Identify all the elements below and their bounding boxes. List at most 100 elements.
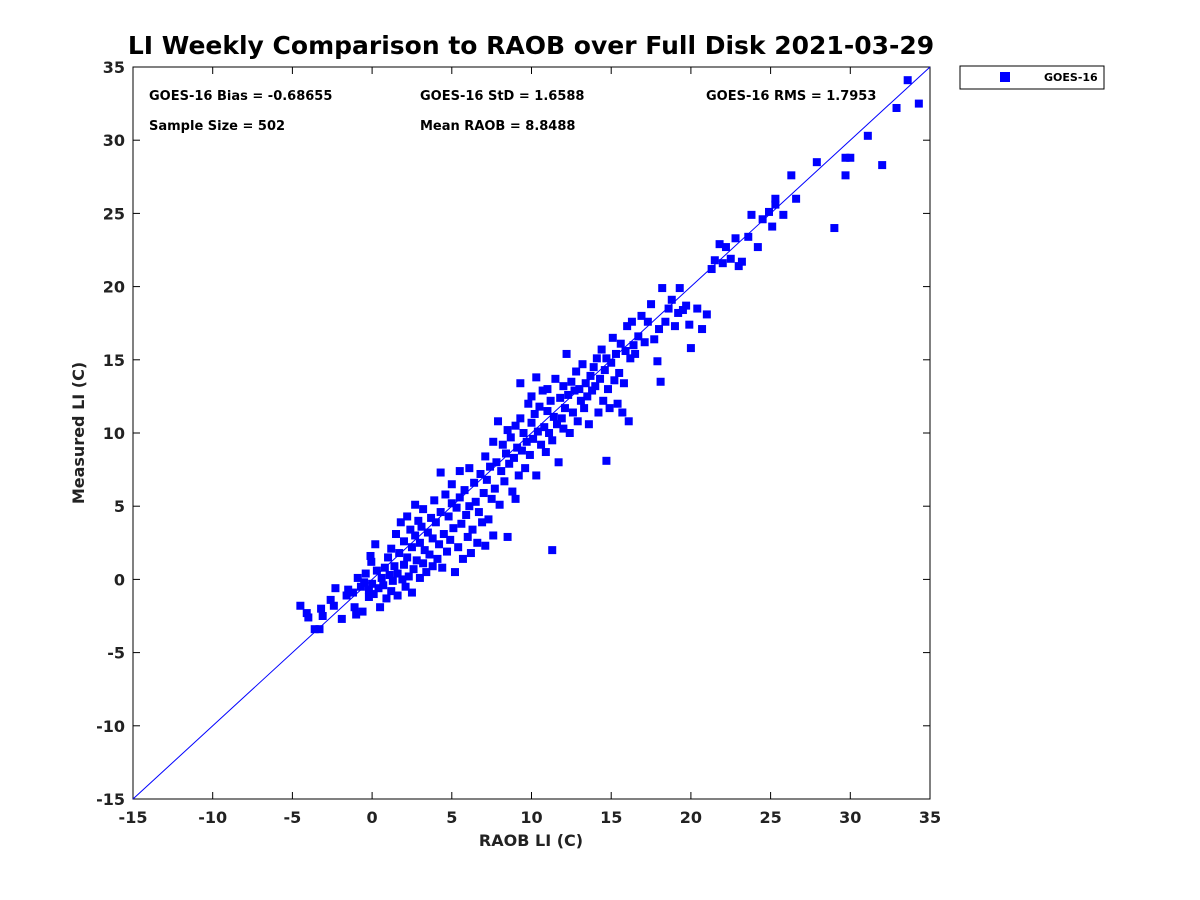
data-point <box>548 436 557 445</box>
data-point <box>607 358 616 367</box>
data-point <box>564 390 573 399</box>
data-point <box>618 408 627 417</box>
data-point <box>428 562 437 571</box>
data-point <box>417 522 426 531</box>
y-tick-label: 10 <box>103 424 125 443</box>
data-point <box>543 407 552 416</box>
data-point <box>438 563 447 572</box>
data-point <box>589 363 598 372</box>
stat-std: GOES-16 StD = 1.6588 <box>420 89 584 104</box>
data-point <box>450 568 459 577</box>
data-point <box>492 458 501 467</box>
data-point <box>535 402 544 411</box>
data-point <box>470 478 479 487</box>
data-point <box>468 525 477 534</box>
data-point <box>367 557 376 566</box>
data-point <box>489 437 498 446</box>
data-point <box>594 408 603 417</box>
data-point <box>304 613 313 622</box>
data-point <box>792 194 801 203</box>
data-point <box>385 571 394 580</box>
data-point <box>435 540 444 549</box>
data-point <box>580 404 589 413</box>
data-point <box>407 588 416 597</box>
data-point <box>497 467 506 476</box>
data-point <box>509 453 518 462</box>
data-point <box>430 496 439 505</box>
data-point <box>350 603 359 612</box>
data-point <box>675 284 684 293</box>
data-point <box>623 322 632 331</box>
data-point <box>358 607 367 616</box>
data-point <box>465 502 474 511</box>
x-tick-label: -10 <box>198 808 227 827</box>
data-point <box>376 603 385 612</box>
data-point <box>693 304 702 313</box>
data-point <box>546 396 555 405</box>
data-point <box>538 386 547 395</box>
data-point <box>540 423 549 432</box>
data-point <box>707 265 716 274</box>
data-point <box>565 429 574 437</box>
data-point <box>296 601 305 610</box>
data-point <box>600 366 609 375</box>
data-point <box>570 386 579 395</box>
data-point <box>481 452 490 461</box>
data-point <box>398 575 407 584</box>
data-point <box>393 591 402 600</box>
stat-bias: GOES-16 Bias = -0.68655 <box>149 89 332 104</box>
data-point <box>543 385 552 394</box>
data-point <box>592 354 601 363</box>
x-axis: -15 -10 -5 0 5 10 15 20 25 30 35 <box>119 67 941 827</box>
data-point <box>487 494 496 503</box>
data-point <box>404 572 413 581</box>
data-point <box>494 417 503 426</box>
data-point <box>541 448 550 457</box>
data-point <box>548 546 557 555</box>
y-tick-label: -15 <box>96 790 125 809</box>
data-point <box>377 573 386 582</box>
data-point <box>626 354 635 363</box>
data-point <box>508 487 517 496</box>
data-point <box>455 467 464 476</box>
data-point <box>726 254 735 263</box>
y-tick-label: 5 <box>114 497 125 516</box>
data-point <box>516 414 525 423</box>
data-point <box>551 374 560 383</box>
data-point <box>655 325 664 334</box>
data-point <box>527 418 536 427</box>
data-point <box>490 484 499 493</box>
data-point <box>387 544 396 553</box>
data-point <box>581 379 590 388</box>
data-point <box>841 171 850 180</box>
y-axis-label: Measured LI (C) <box>69 362 88 504</box>
data-point <box>447 499 456 508</box>
data-point <box>576 396 585 405</box>
data-point <box>369 590 378 599</box>
data-point <box>419 559 428 568</box>
data-point <box>454 543 463 552</box>
data-point <box>465 464 474 473</box>
data-point <box>395 549 404 558</box>
data-point <box>615 368 624 377</box>
y-tick-label: 25 <box>103 204 125 223</box>
data-point <box>423 528 432 537</box>
data-point <box>517 446 526 455</box>
data-point <box>559 424 568 433</box>
data-point <box>352 610 361 619</box>
data-point <box>431 518 440 527</box>
data-point <box>399 560 408 569</box>
data-point <box>393 569 402 578</box>
x-axis-label: RAOB LI (C) <box>479 831 583 850</box>
x-tick-label: 35 <box>919 808 941 827</box>
x-tick-label: 0 <box>367 808 378 827</box>
data-point <box>329 601 338 610</box>
y-tick-label: -5 <box>107 644 125 663</box>
stat-mean-raob: Mean RAOB = 8.8488 <box>420 119 575 134</box>
data-point <box>337 614 346 623</box>
data-point <box>458 554 467 563</box>
data-point <box>685 320 694 329</box>
y-axis: -15 -10 -5 0 5 10 15 20 25 30 35 <box>96 58 930 809</box>
data-point <box>616 339 625 348</box>
